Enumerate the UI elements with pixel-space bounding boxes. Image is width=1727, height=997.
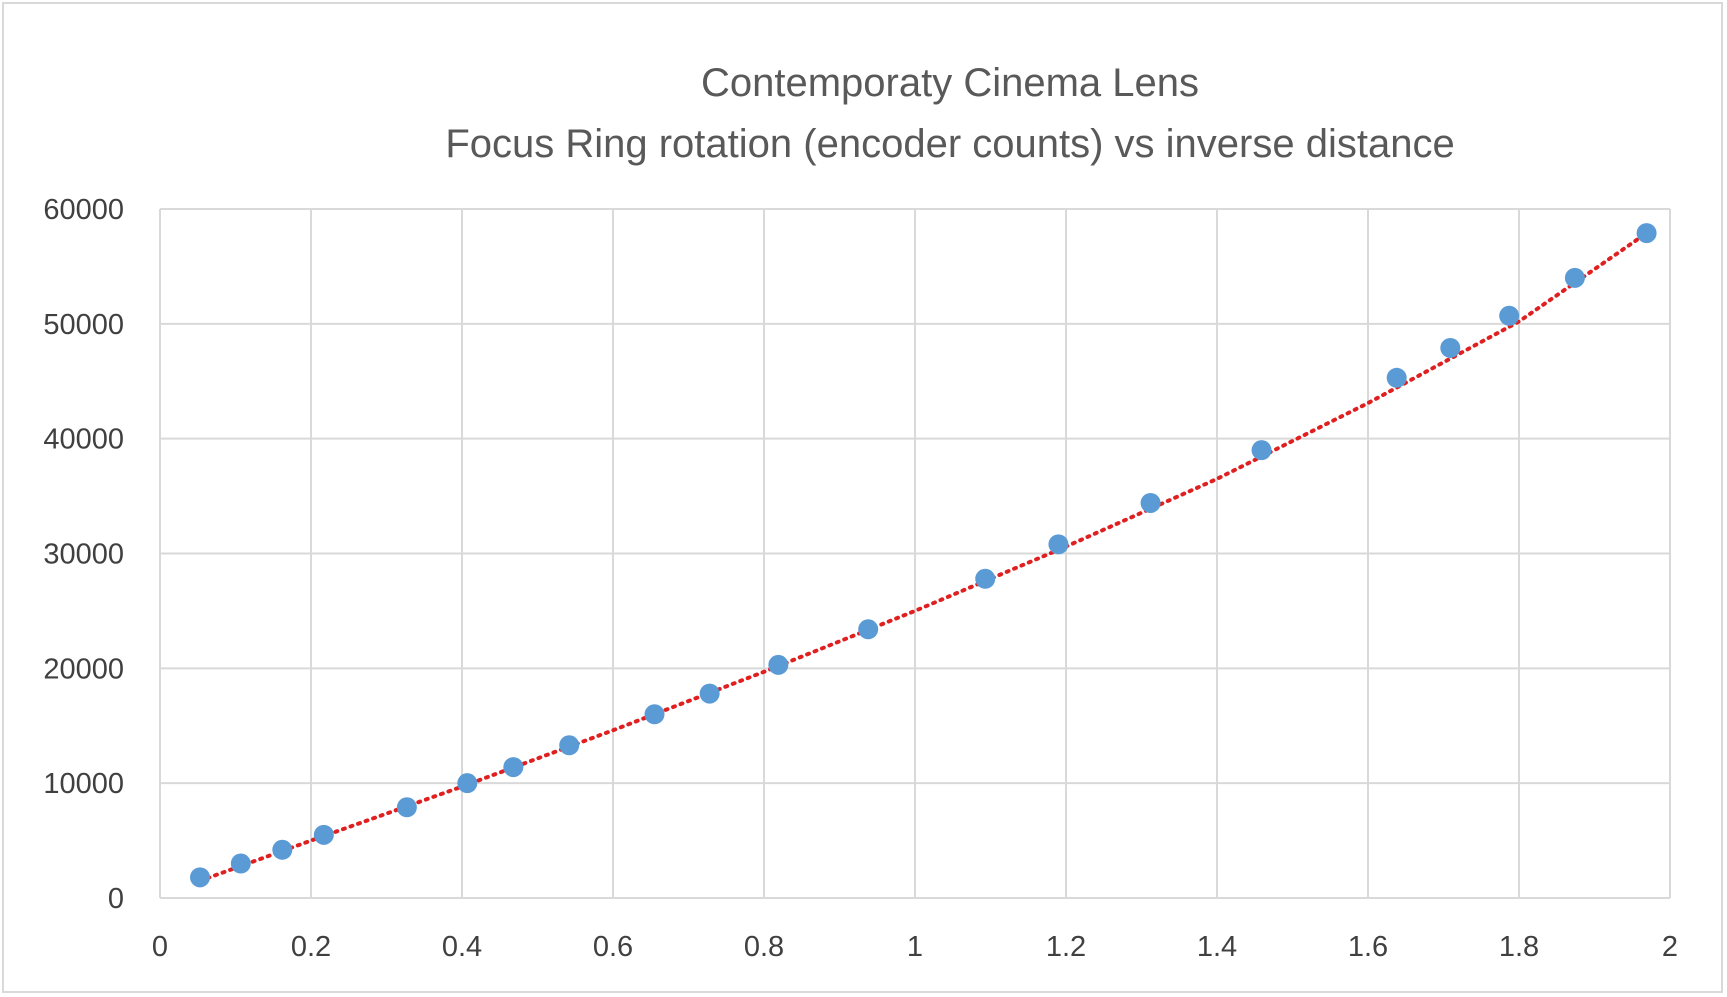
- x-tick-label: 1.8: [1499, 931, 1539, 963]
- data-point: [1140, 492, 1161, 513]
- x-tick-label: 1.4: [1197, 931, 1237, 963]
- y-tick-label: 30000: [43, 539, 124, 571]
- data-points: [190, 223, 1657, 888]
- data-point: [1386, 367, 1407, 388]
- data-point: [503, 757, 524, 778]
- data-point: [644, 704, 665, 725]
- x-tick-label: 1: [907, 931, 923, 963]
- x-tick-label: 0.2: [291, 931, 331, 963]
- data-point: [396, 797, 417, 818]
- x-tick-label: 1.2: [1046, 931, 1086, 963]
- chart-title-line-1: Contemporaty Cinema Lens: [701, 61, 1199, 105]
- y-tick-label: 40000: [43, 424, 124, 456]
- data-point: [699, 683, 720, 704]
- x-tick-label: 0: [152, 931, 168, 963]
- y-tick-label: 20000: [43, 653, 124, 685]
- data-point: [1499, 305, 1520, 326]
- chart-title-line-2: Focus Ring rotation (encoder counts) vs …: [445, 122, 1454, 166]
- x-tick-label: 0.6: [593, 931, 633, 963]
- data-point: [1636, 223, 1657, 244]
- data-point: [559, 735, 580, 756]
- data-point: [190, 867, 211, 888]
- x-tick-label: 2: [1662, 931, 1678, 963]
- data-point: [858, 619, 879, 640]
- data-point: [230, 853, 251, 874]
- x-tick-label: 1.6: [1348, 931, 1388, 963]
- grid-lines: [160, 208, 1671, 898]
- data-point: [457, 773, 478, 794]
- x-tick-label: 0.4: [442, 931, 482, 963]
- y-tick-label: 0: [108, 883, 124, 915]
- data-point: [1440, 337, 1461, 358]
- y-tick-label: 60000: [43, 194, 124, 226]
- data-point: [975, 568, 996, 589]
- data-point: [313, 824, 334, 845]
- axes: [159, 209, 1670, 899]
- data-point: [768, 654, 789, 675]
- data-point: [272, 839, 293, 860]
- data-point: [1251, 440, 1272, 461]
- tick-labels: 0 0.2 0.4 0.6 0.8 1 1.2 1.4 1.6 1.8 2 0 10000 20000 30…: [43, 194, 1678, 963]
- x-tick-label: 0.8: [744, 931, 784, 963]
- data-point: [1564, 267, 1585, 288]
- y-tick-label: 10000: [43, 768, 124, 800]
- y-tick-label: 50000: [43, 309, 124, 341]
- data-point: [1048, 534, 1069, 555]
